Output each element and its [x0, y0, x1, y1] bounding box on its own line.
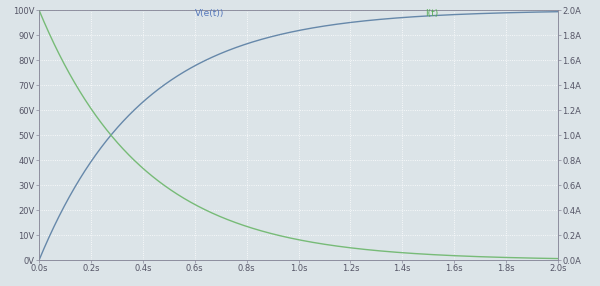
V(e(t)): [544, 10, 551, 14]
Text: I(t): I(t): [425, 9, 439, 17]
I(t): [125, 153, 133, 157]
Text: V(e(t)): V(e(t)): [196, 9, 224, 17]
V(e(t)): [235, 45, 242, 49]
I(t): [95, 117, 102, 120]
Line: V(e(t)): V(e(t)): [39, 12, 558, 260]
V(e(t)): [35, 259, 43, 262]
V(e(t)): [488, 11, 496, 15]
V(e(t)): [95, 150, 102, 153]
I(t): [488, 255, 496, 259]
V(e(t)): [125, 114, 133, 117]
I(t): [257, 229, 264, 232]
I(t): [544, 257, 551, 260]
V(e(t)): [554, 10, 562, 13]
Line: I(t): I(t): [39, 10, 558, 259]
I(t): [35, 8, 43, 12]
I(t): [554, 257, 562, 260]
V(e(t)): [257, 38, 264, 41]
I(t): [235, 222, 242, 225]
